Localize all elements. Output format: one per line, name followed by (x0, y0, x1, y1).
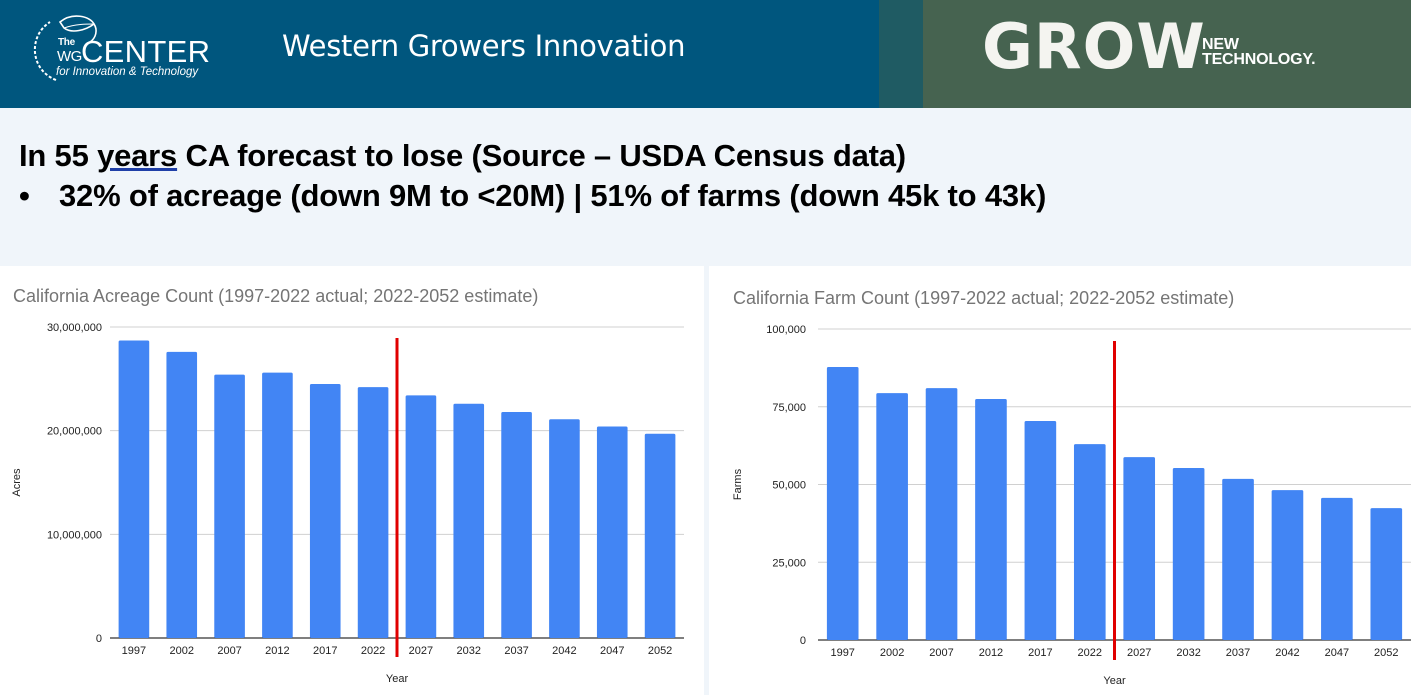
bar-2022 (357, 387, 389, 638)
bar-2052 (644, 433, 676, 638)
logo-center: CENTER (81, 34, 211, 69)
x-axis-label: Year (386, 673, 409, 685)
bar-2002 (166, 351, 198, 638)
x-tick-label: 2012 (265, 645, 289, 657)
y-tick-label: 0 (96, 633, 102, 645)
bar-2027 (1123, 457, 1156, 640)
x-tick-label: 2007 (929, 647, 953, 659)
bar-2007 (925, 388, 958, 640)
bar-2047 (596, 426, 628, 638)
farm-chart-panel: California Farm Count (1997-2022 actual;… (709, 266, 1411, 695)
bar-2032 (1172, 468, 1205, 640)
x-tick-label: 2052 (648, 645, 672, 657)
bar-2037 (501, 412, 532, 638)
headline: In 55 years CA forecast to lose (Source … (19, 138, 906, 174)
bar-2012 (975, 398, 1007, 640)
y-axis-label: Acres (11, 468, 23, 497)
grow-tagline: NEW TECHNOLOGY. (1202, 36, 1316, 68)
headline-suffix: CA forecast to lose (Source – USDA Censu… (177, 138, 907, 173)
headline-underlined-word: years (97, 138, 178, 173)
farm-chart: California Farm Count (1997-2022 actual;… (732, 288, 1411, 687)
x-tick-label: 2002 (880, 647, 904, 659)
x-tick-label: 2022 (1078, 647, 1102, 659)
y-axis-label: Farms (732, 468, 744, 500)
wg-center-logo: The WG CENTER for Innovation & Technolog… (28, 14, 228, 84)
headline-prefix: In 55 (19, 138, 98, 173)
tagline-line-2: TECHNOLOGY. (1202, 51, 1316, 68)
grow-wordmark: GROW (982, 10, 1206, 83)
header-title: Western Growers Innovation (282, 29, 686, 63)
bar-2022 (1073, 444, 1106, 640)
x-axis-label: Year (1103, 675, 1126, 687)
bar-2037 (1222, 478, 1254, 640)
x-tick-label: 2027 (409, 645, 433, 657)
bar-1997 (826, 366, 859, 640)
tagline-line-1: NEW (1202, 36, 1239, 53)
x-tick-label: 2047 (1325, 647, 1349, 659)
y-tick-label: 50,000 (772, 480, 806, 492)
y-tick-label: 100,000 (766, 324, 806, 336)
x-tick-label: 2032 (1176, 647, 1200, 659)
y-tick-label: 75,000 (772, 402, 806, 414)
header-green-block (923, 0, 1411, 108)
y-tick-label: 20,000,000 (47, 426, 102, 438)
x-tick-label: 2007 (217, 645, 241, 657)
x-tick-label: 2017 (313, 645, 337, 657)
bar-2017 (1024, 421, 1057, 640)
y-tick-label: 10,000,000 (47, 529, 102, 541)
bar-2027 (405, 395, 437, 638)
x-tick-label: 2037 (1226, 647, 1250, 659)
bullet-icon: • (19, 178, 30, 213)
x-tick-label: 2032 (457, 645, 481, 657)
logo-the: The (58, 37, 75, 48)
bar-2052 (1370, 508, 1403, 640)
bar-1997 (118, 340, 150, 638)
y-tick-label: 30,000,000 (47, 322, 102, 334)
bullet-point: • 32% of acreage (down 9M to <20M) | 51% … (19, 178, 1046, 214)
bar-2017 (309, 384, 341, 638)
header-stripe (879, 0, 923, 108)
leaf-icon (34, 15, 97, 81)
x-tick-label: 2047 (600, 645, 624, 657)
x-tick-label: 2027 (1127, 647, 1151, 659)
bar-2042 (549, 419, 580, 638)
x-tick-label: 2002 (170, 645, 194, 657)
y-tick-label: 25,000 (772, 557, 806, 569)
logo-wg: WG (57, 48, 82, 65)
bar-2002 (876, 393, 908, 640)
x-tick-label: 1997 (830, 647, 854, 659)
x-tick-label: 2042 (552, 645, 576, 657)
x-tick-label: 2017 (1028, 647, 1052, 659)
x-tick-label: 2042 (1275, 647, 1299, 659)
bar-2042 (1271, 490, 1304, 640)
bar-2032 (453, 403, 485, 638)
acreage-chart-panel: California Acreage Count (1997-2022 actu… (0, 266, 704, 695)
acreage-chart: California Acreage Count (1997-2022 actu… (11, 286, 684, 685)
x-tick-label: 2012 (979, 647, 1003, 659)
x-tick-label: 2022 (361, 645, 385, 657)
bar-2007 (214, 374, 245, 638)
bullet-text: 32% of acreage (down 9M to <20M) | 51% o… (59, 178, 1047, 213)
logo-subtitle: for Innovation & Technology (56, 66, 199, 78)
chart-title: California Farm Count (1997-2022 actual;… (733, 288, 1234, 308)
chart-title: California Acreage Count (1997-2022 actu… (13, 286, 538, 306)
bar-2047 (1321, 497, 1353, 640)
x-tick-label: 2037 (504, 645, 528, 657)
x-tick-label: 2052 (1374, 647, 1398, 659)
x-tick-label: 1997 (122, 645, 146, 657)
y-tick-label: 0 (800, 635, 806, 647)
bar-2012 (262, 372, 293, 638)
